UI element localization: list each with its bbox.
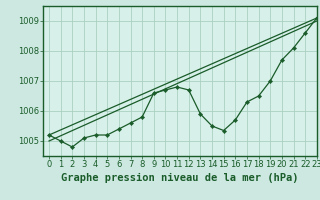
X-axis label: Graphe pression niveau de la mer (hPa): Graphe pression niveau de la mer (hPa) — [61, 173, 299, 183]
